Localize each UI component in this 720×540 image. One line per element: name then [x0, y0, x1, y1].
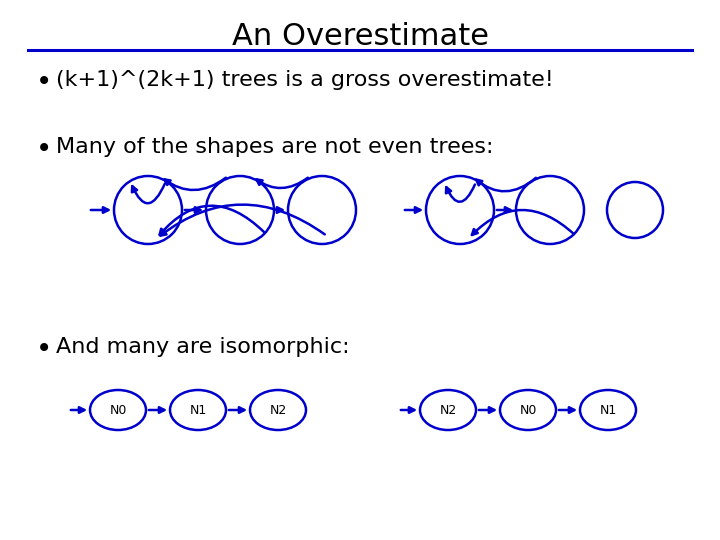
Text: Many of the shapes are not even trees:: Many of the shapes are not even trees: — [56, 137, 493, 157]
Text: N1: N1 — [599, 403, 616, 416]
Text: And many are isomorphic:: And many are isomorphic: — [56, 337, 350, 357]
Text: N0: N0 — [109, 403, 127, 416]
Text: An Overestimate: An Overestimate — [232, 22, 488, 51]
Text: N1: N1 — [189, 403, 207, 416]
Text: N0: N0 — [519, 403, 536, 416]
Text: N2: N2 — [439, 403, 456, 416]
Text: N2: N2 — [269, 403, 287, 416]
Text: •: • — [36, 135, 53, 163]
Text: •: • — [36, 68, 53, 96]
Text: (k+1)^(2k+1) trees is a gross overestimate!: (k+1)^(2k+1) trees is a gross overestima… — [56, 70, 554, 90]
Text: •: • — [36, 335, 53, 363]
